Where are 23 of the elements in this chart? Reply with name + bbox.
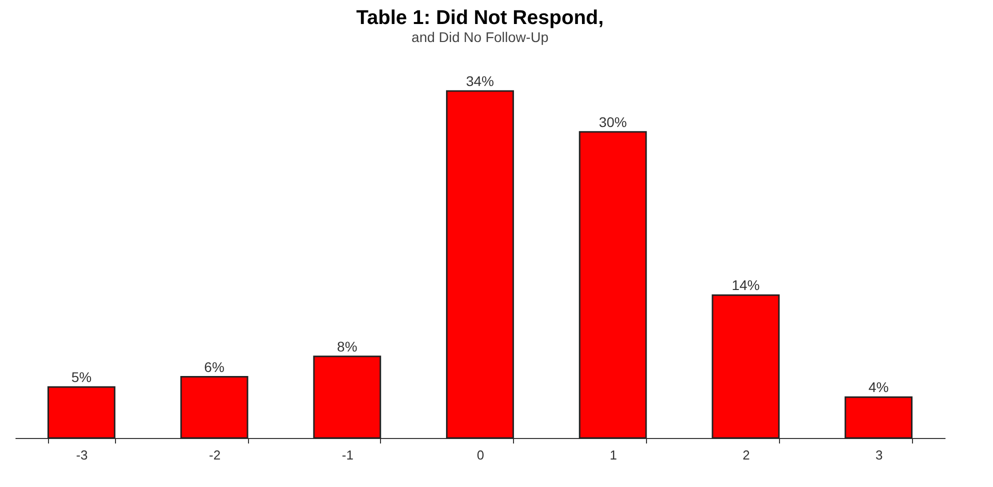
chart-subtitle: and Did No Follow-Up	[412, 29, 549, 45]
data-label: 30%	[598, 114, 627, 130]
chart-title: Table 1: Did Not Respond,	[356, 7, 604, 29]
x-tick-label: 3	[875, 448, 883, 462]
data-label: 14%	[732, 277, 760, 294]
bar	[578, 131, 647, 439]
data-label: 4%	[868, 379, 889, 396]
bar	[180, 376, 248, 439]
data-label: 5%	[71, 368, 92, 385]
bar	[313, 356, 382, 439]
x-tick-label: -2	[209, 448, 221, 462]
bar	[446, 90, 514, 439]
data-label: 8%	[337, 338, 358, 354]
x-tick-label: 2	[742, 448, 750, 462]
x-tick-label: -1	[342, 448, 354, 462]
data-label: 6%	[204, 358, 224, 375]
bar	[712, 294, 780, 439]
x-tick-label: -3	[76, 448, 88, 462]
bar	[47, 386, 116, 439]
x-tick-label: 0	[476, 448, 484, 462]
data-label: 34%	[466, 73, 494, 89]
bar	[844, 396, 913, 439]
x-tick-label: 1	[610, 448, 617, 462]
